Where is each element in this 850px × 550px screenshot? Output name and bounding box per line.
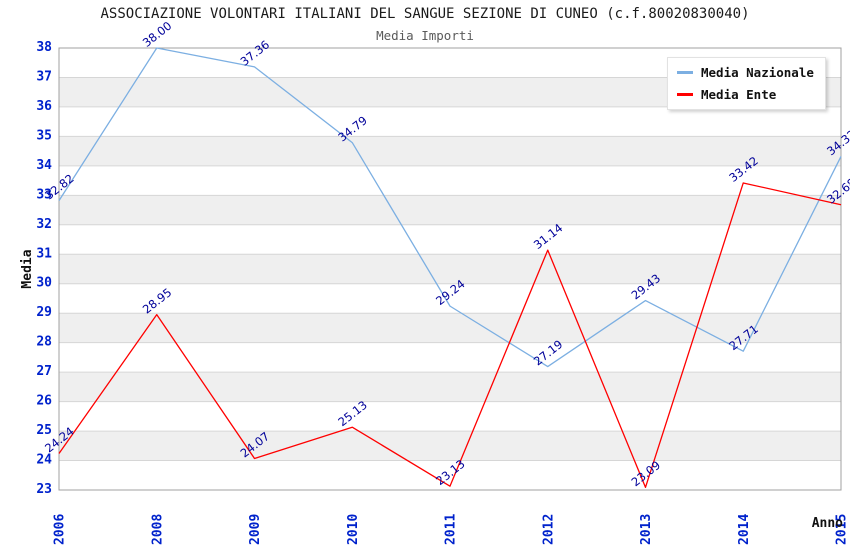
svg-text:34: 34 [36,158,52,173]
svg-text:23: 23 [36,482,52,497]
x-axis-tick-labels: 2006 2008 2009 2010 2011 2012 2013 2014 2015 [53,514,850,545]
legend-label-nazionale: Media Nazionale [701,65,814,80]
svg-text:2012: 2012 [541,514,556,545]
axis-titles: Anno Media [20,249,843,531]
series-lines [58,47,842,488]
svg-text:35: 35 [36,128,52,143]
legend-item-media-nazionale: Media Nazionale [677,65,814,80]
svg-text:26: 26 [36,394,52,409]
svg-text:37: 37 [36,69,52,84]
svg-text:30: 30 [36,276,52,291]
chart-subtitle: Media Importi [376,28,474,43]
svg-text:28: 28 [36,335,52,350]
y-axis-tick-labels: 23 24 25 26 27 28 29 30 31 32 33 34 35 36 37 38 [36,40,52,497]
svg-text:36: 36 [36,99,52,114]
svg-text:2009: 2009 [248,514,263,545]
plot-bands [59,77,841,461]
legend-swatch-nazionale-icon [677,71,693,74]
legend: Media Nazionale Media Ente [667,57,826,110]
svg-text:Anno: Anno [812,516,843,531]
svg-text:2008: 2008 [150,514,165,545]
svg-text:32.68: 32.68 [824,175,850,206]
svg-text:25.13: 25.13 [335,398,370,429]
svg-text:25: 25 [36,423,52,438]
svg-text:31: 31 [36,246,52,261]
chart-title: ASSOCIAZIONE VOLONTARI ITALIANI DEL SANG… [100,6,750,22]
svg-text:32: 32 [36,217,52,232]
svg-text:31.14: 31.14 [531,221,566,252]
plot-border [58,47,842,491]
svg-text:2006: 2006 [53,514,68,545]
svg-text:2014: 2014 [737,514,752,545]
svg-text:29: 29 [36,305,52,320]
legend-item-media-ente: Media Ente [677,87,814,102]
svg-text:33: 33 [36,187,52,202]
svg-text:Media: Media [20,249,35,288]
legend-swatch-ente-icon [677,93,693,96]
svg-text:2013: 2013 [639,514,654,545]
svg-text:2015: 2015 [835,514,850,545]
svg-text:2011: 2011 [444,514,459,545]
svg-text:27: 27 [36,364,52,379]
svg-text:38: 38 [36,40,52,55]
svg-text:28.95: 28.95 [140,285,175,316]
svg-text:24: 24 [36,453,52,468]
svg-text:2010: 2010 [346,514,361,545]
svg-text:23.13: 23.13 [433,457,468,488]
legend-label-ente: Media Ente [701,87,777,102]
